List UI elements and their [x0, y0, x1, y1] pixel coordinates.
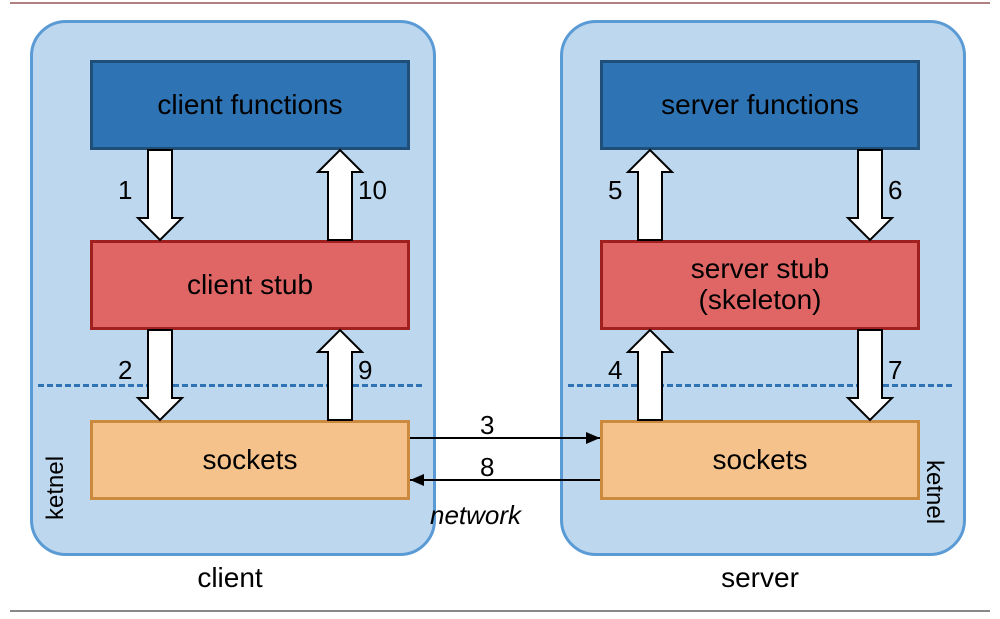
step-label-9: 9 — [358, 355, 372, 386]
step-label-5: 5 — [608, 175, 622, 206]
step-label-3: 3 — [480, 410, 494, 441]
box-server-sockets: sockets — [600, 420, 920, 500]
caption-client: client — [30, 562, 430, 594]
step-label-7: 7 — [888, 355, 902, 386]
caption-server: server — [560, 562, 960, 594]
kernel-label-client: ketnel — [42, 456, 70, 520]
step-label-4: 4 — [608, 355, 622, 386]
box-server-functions: server functions — [600, 60, 920, 150]
box-client-sockets: sockets — [90, 420, 410, 500]
step-label-2: 2 — [118, 355, 132, 386]
step-label-1: 1 — [118, 175, 132, 206]
rule-bottom — [10, 610, 990, 612]
step-label-8: 8 — [480, 452, 494, 483]
rule-top — [10, 2, 990, 4]
box-client-stub: client stub — [90, 240, 410, 330]
kernel-label-server: ketnel — [920, 460, 948, 520]
box-client-functions: client functions — [90, 60, 410, 150]
step-label-6: 6 — [888, 175, 902, 206]
box-server-stub: server stub (skeleton) — [600, 240, 920, 330]
step-label-10: 10 — [358, 175, 387, 206]
network-label: network — [430, 500, 521, 531]
diagram-canvas: ketnel client ketnel server client funct… — [0, 0, 1000, 619]
